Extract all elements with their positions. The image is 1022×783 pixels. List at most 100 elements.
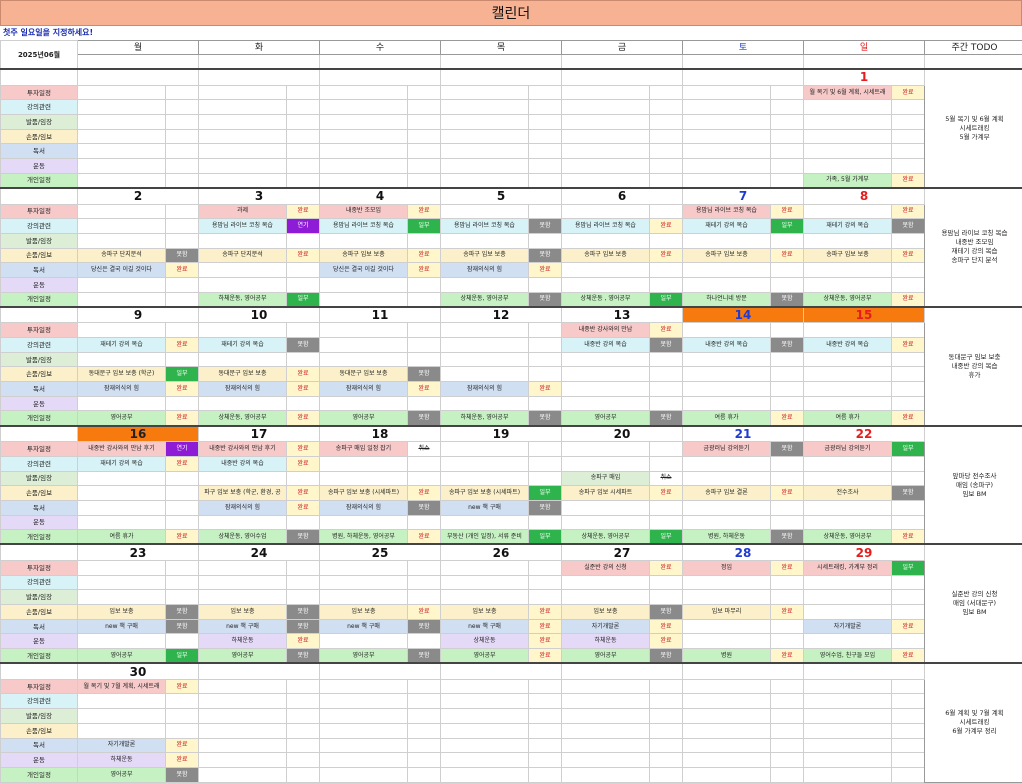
date-cell[interactable]: 29 <box>804 544 925 560</box>
task-cell[interactable] <box>804 396 892 411</box>
task-cell[interactable]: 전수조사 <box>804 486 892 501</box>
status-cell[interactable]: 못함 <box>287 338 320 353</box>
task-cell[interactable] <box>562 396 650 411</box>
task-cell[interactable]: new 책 구매 <box>199 619 287 634</box>
task-cell[interactable]: 자기개발론 <box>804 619 892 634</box>
status-cell[interactable] <box>408 277 441 292</box>
status-cell[interactable] <box>166 560 199 575</box>
status-cell[interactable]: 완료 <box>408 382 441 397</box>
status-cell[interactable] <box>287 100 320 115</box>
date-cell[interactable] <box>320 69 441 85</box>
task-cell[interactable] <box>78 233 166 248</box>
status-cell[interactable] <box>408 456 441 471</box>
task-cell[interactable]: 당신은 결국 이길 것이다 <box>320 263 408 278</box>
status-cell[interactable]: 완료 <box>287 442 320 457</box>
status-cell[interactable] <box>892 159 925 174</box>
task-cell[interactable]: 재테기 강의 복습 <box>804 219 892 234</box>
status-cell[interactable]: 완료 <box>287 456 320 471</box>
task-cell[interactable] <box>199 396 287 411</box>
status-cell[interactable] <box>892 738 925 753</box>
status-cell[interactable]: 완료 <box>650 619 683 634</box>
status-cell[interactable] <box>166 500 199 515</box>
task-cell[interactable]: 정임 <box>683 560 771 575</box>
status-cell[interactable] <box>287 723 320 738</box>
task-cell[interactable] <box>441 352 529 367</box>
status-cell[interactable] <box>408 723 441 738</box>
status-cell[interactable] <box>529 738 562 753</box>
status-cell[interactable]: 완료 <box>287 382 320 397</box>
status-cell[interactable] <box>650 500 683 515</box>
status-cell[interactable] <box>771 575 804 590</box>
task-cell[interactable] <box>78 723 166 738</box>
status-cell[interactable]: 완료 <box>529 263 562 278</box>
task-cell[interactable]: 재테기 강의 복습 <box>199 338 287 353</box>
status-cell[interactable] <box>771 85 804 100</box>
task-cell[interactable] <box>320 173 408 188</box>
task-cell[interactable] <box>320 471 408 486</box>
status-cell[interactable] <box>892 723 925 738</box>
task-cell[interactable] <box>683 115 771 130</box>
status-cell[interactable]: 못함 <box>287 530 320 545</box>
status-cell[interactable] <box>166 471 199 486</box>
task-cell[interactable] <box>199 159 287 174</box>
status-cell[interactable] <box>771 753 804 768</box>
date-cell[interactable]: 3 <box>199 188 320 204</box>
task-cell[interactable] <box>683 500 771 515</box>
status-cell[interactable]: 완료 <box>892 649 925 664</box>
status-cell[interactable] <box>892 144 925 159</box>
status-cell[interactable]: 못함 <box>529 219 562 234</box>
date-cell[interactable]: 24 <box>199 544 320 560</box>
status-cell[interactable]: 완료 <box>287 411 320 426</box>
status-cell[interactable]: 완료 <box>771 649 804 664</box>
task-cell[interactable] <box>199 694 287 709</box>
task-cell[interactable]: 병원, 하체운동, 영어공부 <box>320 530 408 545</box>
status-cell[interactable]: 못함 <box>650 411 683 426</box>
status-cell[interactable] <box>771 590 804 605</box>
date-cell[interactable] <box>562 663 683 679</box>
status-cell[interactable] <box>650 694 683 709</box>
status-cell[interactable] <box>529 144 562 159</box>
task-cell[interactable] <box>199 723 287 738</box>
status-cell[interactable]: 완료 <box>650 486 683 501</box>
status-cell[interactable] <box>771 471 804 486</box>
status-cell[interactable] <box>287 352 320 367</box>
task-cell[interactable] <box>78 396 166 411</box>
task-cell[interactable] <box>441 738 529 753</box>
task-cell[interactable] <box>804 634 892 649</box>
status-cell[interactable] <box>771 679 804 694</box>
task-cell[interactable]: 상체운동, 영어수업 <box>199 530 287 545</box>
task-cell[interactable] <box>562 456 650 471</box>
status-cell[interactable] <box>771 100 804 115</box>
task-cell[interactable] <box>320 85 408 100</box>
status-cell[interactable] <box>166 144 199 159</box>
task-cell[interactable] <box>562 233 650 248</box>
task-cell[interactable] <box>441 590 529 605</box>
status-cell[interactable] <box>650 204 683 219</box>
task-cell[interactable] <box>441 679 529 694</box>
date-cell[interactable]: 6 <box>562 188 683 204</box>
task-cell[interactable] <box>562 738 650 753</box>
task-cell[interactable] <box>78 115 166 130</box>
status-cell[interactable] <box>166 590 199 605</box>
date-cell[interactable] <box>441 69 562 85</box>
task-cell[interactable]: 송파구 단지분석 <box>199 248 287 263</box>
status-cell[interactable] <box>892 694 925 709</box>
task-cell[interactable] <box>320 352 408 367</box>
status-cell[interactable] <box>287 115 320 130</box>
date-cell[interactable] <box>199 69 320 85</box>
status-cell[interactable] <box>408 515 441 530</box>
status-cell[interactable]: 완료 <box>892 204 925 219</box>
status-cell[interactable] <box>529 396 562 411</box>
task-cell[interactable]: 내중반 강의 복습 <box>683 338 771 353</box>
task-cell[interactable] <box>199 263 287 278</box>
status-cell[interactable] <box>650 590 683 605</box>
status-cell[interactable] <box>166 85 199 100</box>
status-cell[interactable] <box>166 575 199 590</box>
task-cell[interactable]: 상체운동 <box>441 634 529 649</box>
task-cell[interactable]: 임보 보충 <box>78 605 166 620</box>
status-cell[interactable]: 못함 <box>408 649 441 664</box>
task-cell[interactable] <box>804 352 892 367</box>
status-cell[interactable] <box>771 159 804 174</box>
task-cell[interactable] <box>320 723 408 738</box>
status-cell[interactable] <box>408 159 441 174</box>
